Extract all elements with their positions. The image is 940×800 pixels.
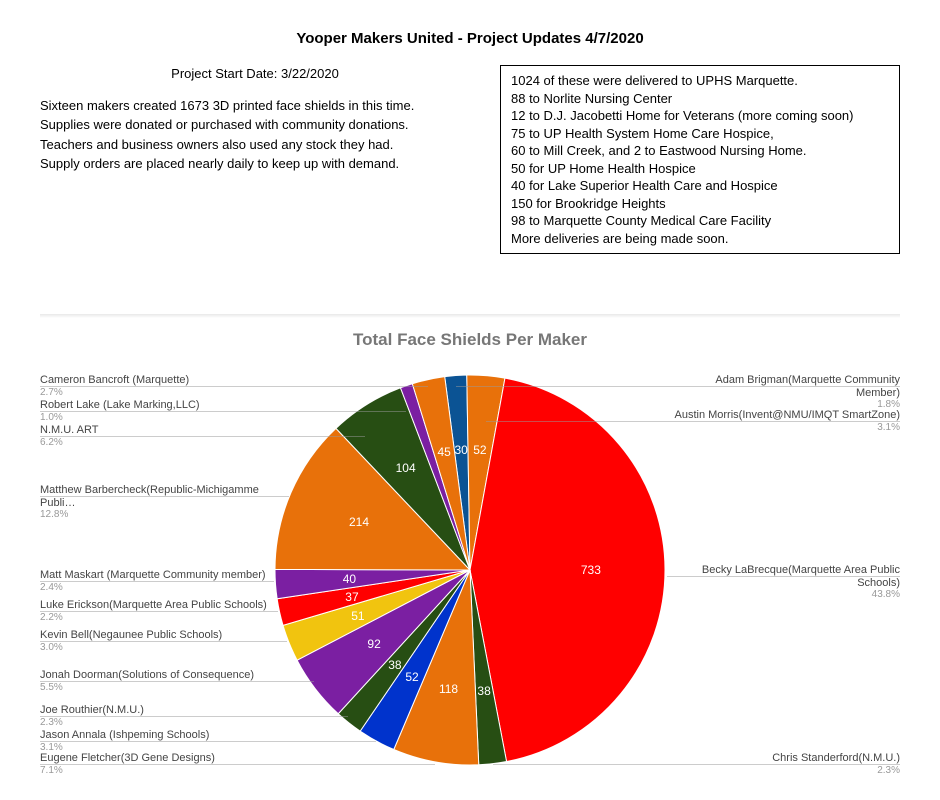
leader-line (40, 716, 348, 717)
leader-line (493, 764, 900, 765)
pie-chart: 30Adam Brigman(Marquette Community Membe… (40, 370, 900, 780)
leader-line (40, 581, 274, 582)
leader-pct: 2.3% (670, 765, 900, 776)
page-title: Yooper Makers United - Project Updates 4… (40, 30, 900, 47)
narrative-line: Supplies were donated or purchased with … (40, 116, 470, 134)
leader-pct: 2.7% (40, 387, 270, 398)
leader-name: Chris Standerford(N.M.U.) (670, 752, 900, 764)
leader-name: Jason Annala (Ishpeming Schools) (40, 729, 270, 741)
delivery-line: 60 to Mill Creek, and 2 to Eastwood Nurs… (511, 142, 889, 160)
leader-name: Luke Erickson(Marquette Area Public Scho… (40, 599, 270, 611)
leader-name: Joe Routhier(N.M.U.) (40, 704, 270, 716)
leader-pct: 3.0% (40, 642, 270, 653)
leader-pct: 2.2% (40, 612, 270, 623)
leader-pct: 1.8% (670, 399, 900, 410)
chart-title: Total Face Shields Per Maker (40, 330, 900, 350)
leader-line (40, 411, 406, 412)
leader-line (40, 386, 428, 387)
leader-name: Kevin Bell(Negaunee Public Schools) (40, 629, 270, 641)
leader-pct: 6.2% (40, 437, 270, 448)
delivery-line: More deliveries are being made soon. (511, 230, 889, 248)
pie-svg (270, 370, 670, 770)
leader-pct: 2.4% (40, 582, 270, 593)
pie-slice (470, 379, 665, 762)
left-column: Project Start Date: 3/22/2020 Sixteen ma… (40, 65, 470, 254)
delivery-line: 88 to Norlite Nursing Center (511, 90, 889, 108)
slice-leader-label: Adam Brigman(Marquette Community Member)… (670, 374, 900, 409)
slice-leader-label: Matthew Barbercheck(Republic-Michigamme … (40, 484, 270, 519)
delivery-line: 50 for UP Home Health Hospice (511, 160, 889, 178)
top-row: Project Start Date: 3/22/2020 Sixteen ma… (40, 65, 900, 254)
leader-line (486, 421, 900, 422)
leader-line (456, 386, 900, 387)
leader-pct: 3.1% (670, 422, 900, 433)
leader-name: N.M.U. ART (40, 424, 270, 436)
leader-pct: 2.3% (40, 717, 270, 728)
leader-name: Eugene Fletcher(3D Gene Designs) (40, 752, 270, 764)
leader-line (40, 436, 365, 437)
leader-line (40, 496, 289, 497)
narrative-line: Supply orders are placed nearly daily to… (40, 155, 470, 173)
delivery-line: 12 to D.J. Jacobetti Home for Veterans (… (511, 107, 889, 125)
leader-pct: 5.5% (40, 682, 270, 693)
slice-leader-label: Becky LaBrecque(Marquette Area Public Sc… (670, 564, 900, 599)
delivery-line: 98 to Marquette County Medical Care Faci… (511, 212, 889, 230)
leader-line (667, 576, 900, 577)
delivery-line: 75 to UP Health System Home Care Hospice… (511, 125, 889, 143)
section-divider (40, 314, 900, 318)
leader-line (40, 764, 435, 765)
start-date: Project Start Date: 3/22/2020 (40, 65, 470, 83)
deliveries-box: 1024 of these were delivered to UPHS Mar… (500, 65, 900, 254)
leader-name: Cameron Bancroft (Marquette) (40, 374, 270, 386)
leader-pct: 12.8% (40, 509, 270, 520)
leader-name: Jonah Doorman(Solutions of Consequence) (40, 669, 270, 681)
leader-line (40, 681, 314, 682)
leader-line (40, 741, 376, 742)
leader-pct: 3.1% (40, 742, 270, 753)
leader-pct: 43.8% (670, 589, 900, 600)
delivery-line: 150 for Brookridge Heights (511, 195, 889, 213)
delivery-line: 1024 of these were delivered to UPHS Mar… (511, 72, 889, 90)
leader-line (40, 641, 287, 642)
leader-pct: 7.1% (40, 765, 270, 776)
leader-name: Matt Maskart (Marquette Community member… (40, 569, 270, 581)
page: Yooper Makers United - Project Updates 4… (0, 0, 940, 800)
leader-line (40, 611, 278, 612)
leader-pct: 1.0% (40, 412, 270, 423)
delivery-line: 40 for Lake Superior Health Care and Hos… (511, 177, 889, 195)
leader-name: Austin Morris(Invent@NMU/IMQT SmartZone) (670, 409, 900, 421)
narrative-line: Sixteen makers created 1673 3D printed f… (40, 97, 470, 115)
leader-name: Robert Lake (Lake Marking,LLC) (40, 399, 270, 411)
narrative-line: Teachers and business owners also used a… (40, 136, 470, 154)
narrative-block: Sixteen makers created 1673 3D printed f… (40, 97, 470, 173)
